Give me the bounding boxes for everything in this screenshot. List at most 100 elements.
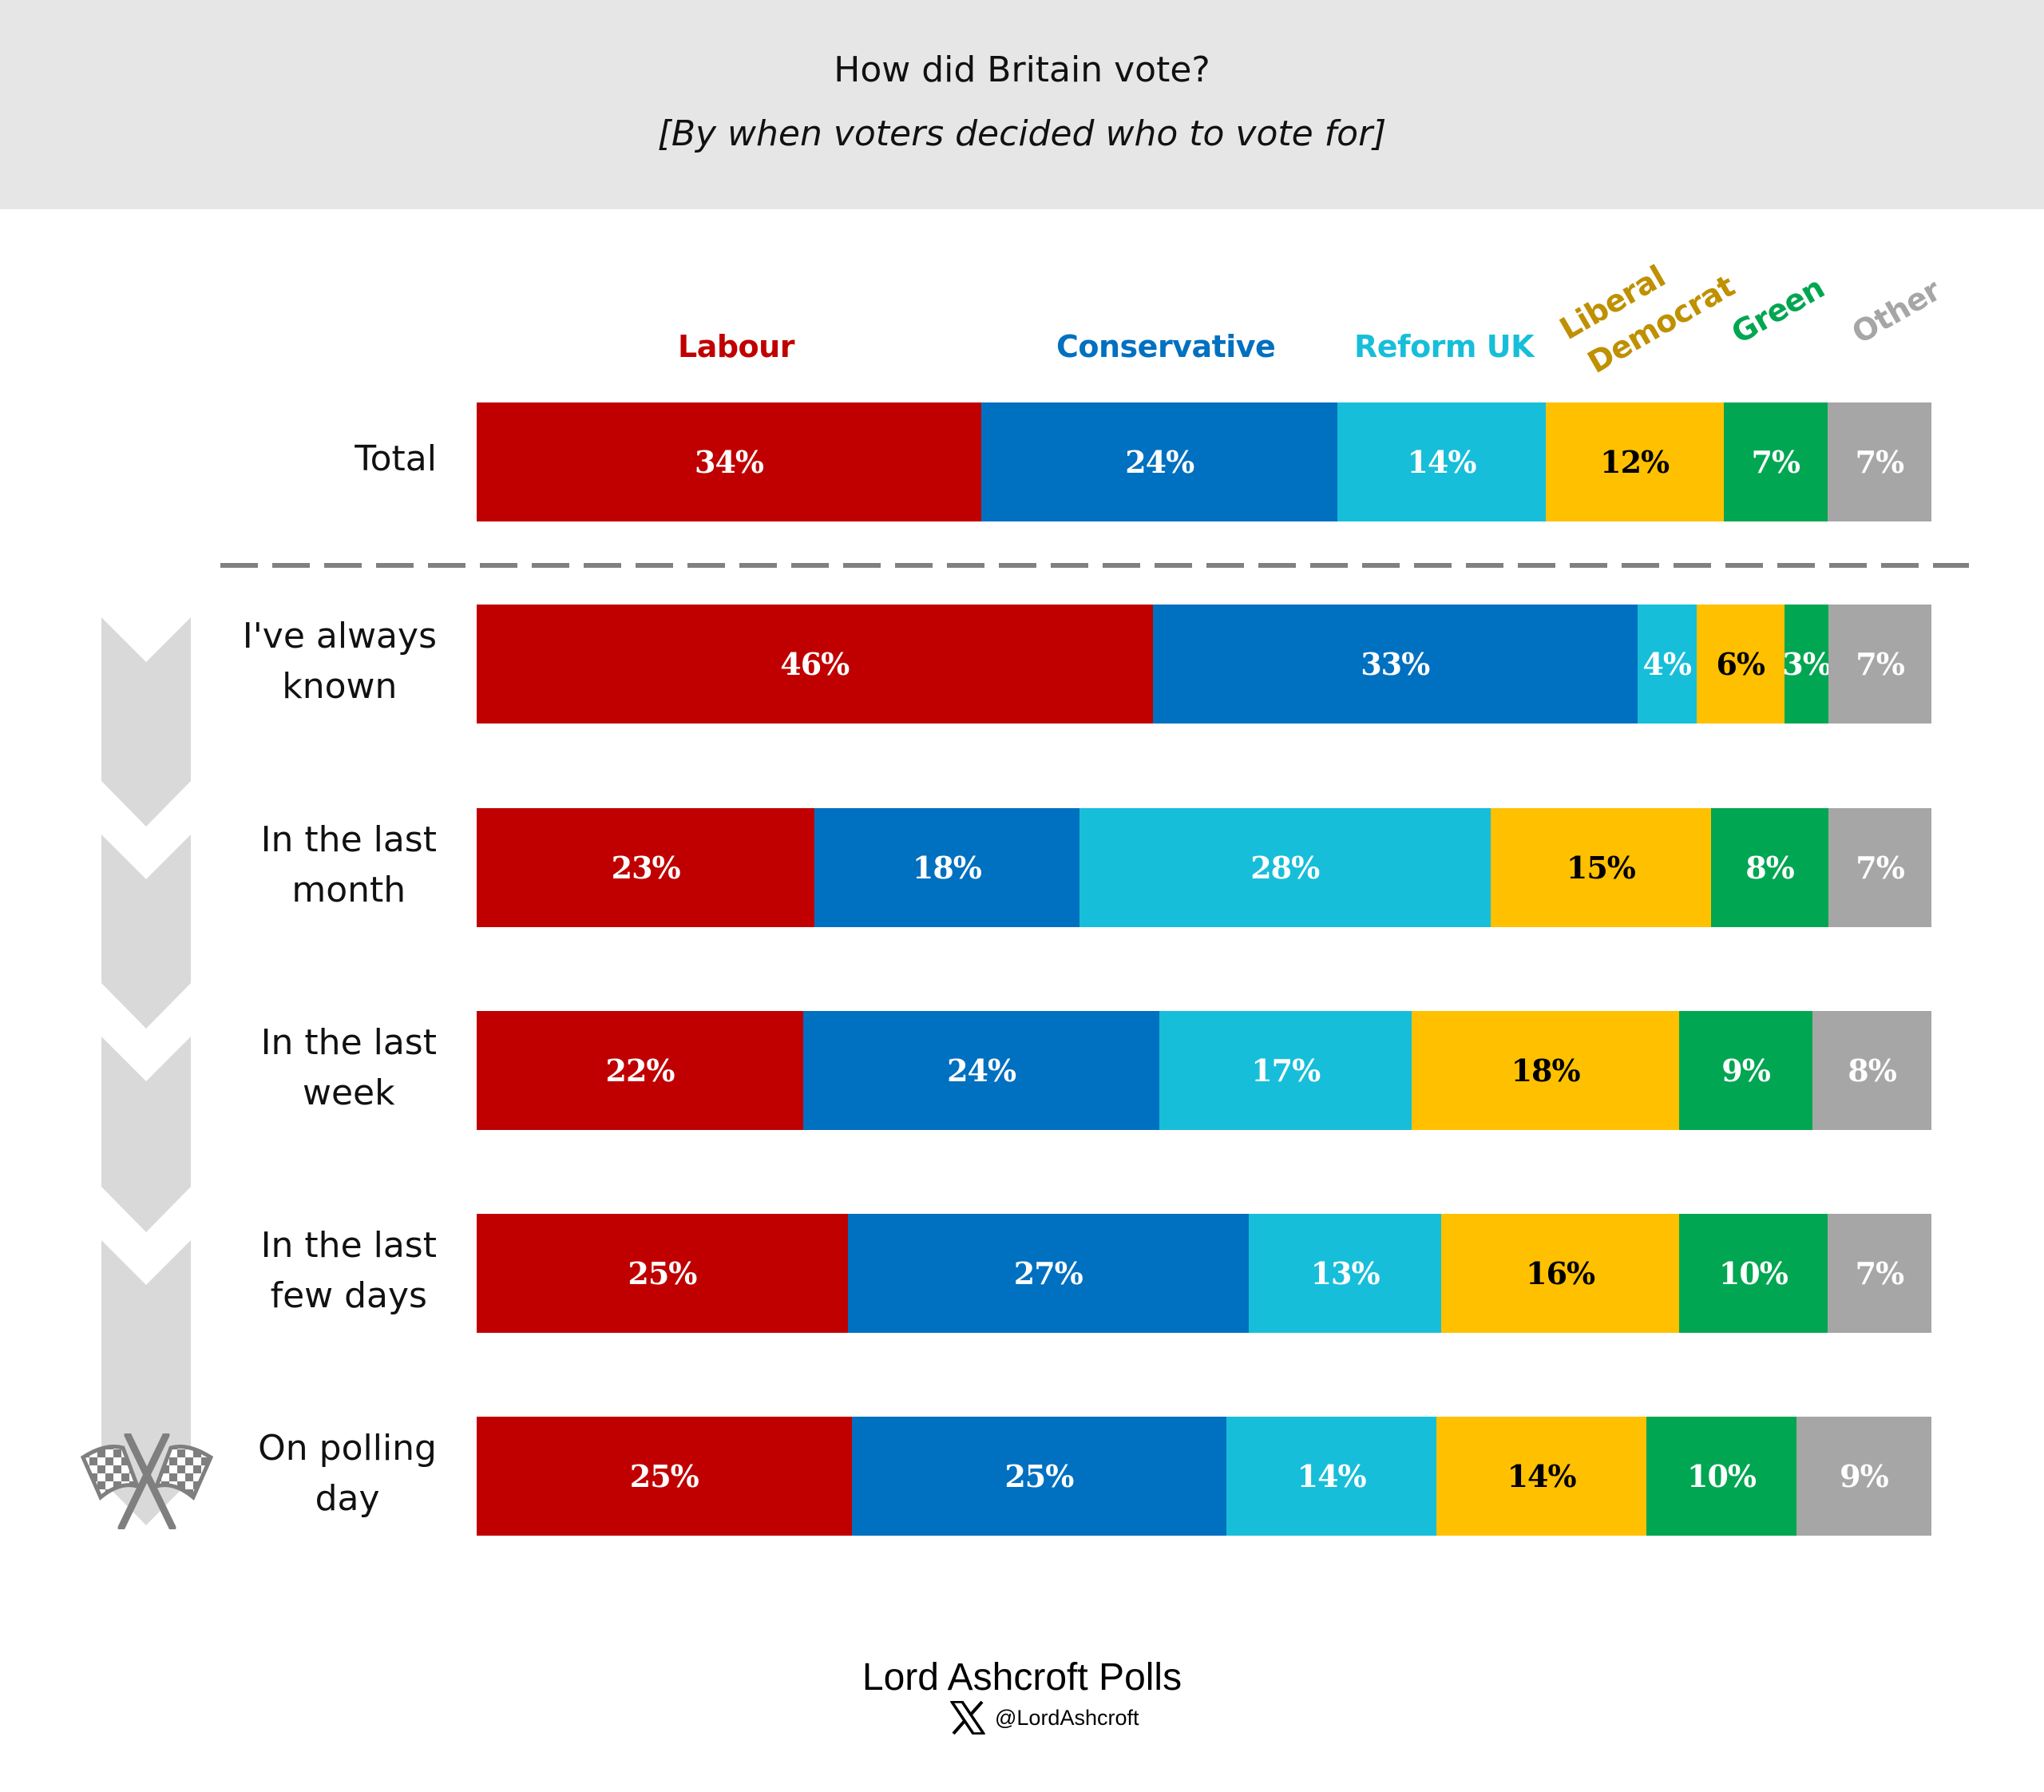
category-label-line: In the last bbox=[260, 1224, 437, 1266]
data-label: 15% bbox=[1566, 850, 1636, 886]
stacked-bar-row: 23% 18% 28% 15% 8% 7% bbox=[477, 808, 1931, 927]
bar-segment-green: 10% bbox=[1646, 1417, 1796, 1536]
category-label-line: In the last bbox=[260, 819, 437, 860]
data-label: 3% bbox=[1782, 646, 1832, 682]
data-label: 7% bbox=[1751, 444, 1800, 480]
bar-segment-liberal-democrat: 16% bbox=[1441, 1214, 1679, 1333]
data-label: 4% bbox=[1642, 646, 1692, 682]
bar-segment-other: 9% bbox=[1796, 1417, 1931, 1536]
social-handle[interactable]: @LordAshcroft bbox=[995, 1705, 1139, 1730]
bar-segment-conservative: 24% bbox=[981, 402, 1338, 521]
bar-segment-reform-uk: 17% bbox=[1159, 1011, 1412, 1130]
data-label: 7% bbox=[1856, 850, 1905, 886]
data-label: 10% bbox=[1718, 1255, 1788, 1291]
category-label: In the last week bbox=[261, 1017, 437, 1118]
legend-label-green: Green bbox=[1725, 269, 1831, 351]
legend-label-labour: Labour bbox=[678, 329, 794, 364]
data-label: 18% bbox=[1511, 1053, 1581, 1088]
data-label: 12% bbox=[1600, 444, 1670, 480]
category-label: On polling day bbox=[258, 1423, 437, 1524]
data-label: 17% bbox=[1251, 1053, 1321, 1088]
bar-segment-reform-uk: 28% bbox=[1079, 808, 1491, 927]
data-label: 18% bbox=[912, 850, 982, 886]
data-label: 16% bbox=[1526, 1255, 1595, 1291]
category-label: Total bbox=[355, 434, 437, 484]
category-label-line: week bbox=[302, 1072, 395, 1113]
bar-segment-conservative: 24% bbox=[803, 1011, 1160, 1130]
data-label: 7% bbox=[1856, 646, 1905, 682]
bar-segment-conservative: 18% bbox=[814, 808, 1079, 927]
category-label-line: day bbox=[315, 1477, 380, 1519]
bar-segment-liberal-democrat: 6% bbox=[1696, 605, 1785, 724]
bar-segment-labour: 25% bbox=[477, 1417, 852, 1536]
legend-label-conservative: Conservative bbox=[1056, 329, 1276, 364]
data-label: 7% bbox=[1855, 1255, 1905, 1291]
data-label: 25% bbox=[628, 1255, 697, 1291]
chevron-down-icon bbox=[101, 835, 191, 1029]
header-band bbox=[0, 0, 2044, 209]
bar-segment-conservative: 27% bbox=[847, 1214, 1249, 1333]
category-label-line: In the last bbox=[260, 1021, 437, 1063]
chart-title: How did Britain vote? bbox=[834, 50, 1210, 90]
category-label-line: month bbox=[291, 869, 406, 910]
bar-segment-other: 7% bbox=[1828, 605, 1931, 724]
data-label: 8% bbox=[1745, 850, 1795, 886]
bar-segment-liberal-democrat: 12% bbox=[1545, 402, 1724, 521]
category-label: In the last month bbox=[261, 815, 437, 915]
bar-segment-green: 8% bbox=[1710, 808, 1829, 927]
stacked-bar-row: 22% 24% 17% 18% 9% 8% bbox=[477, 1011, 1931, 1130]
bar-segment-labour: 23% bbox=[477, 808, 815, 927]
bar-segment-green: 10% bbox=[1678, 1214, 1828, 1333]
bar-segment-other: 8% bbox=[1812, 1011, 1931, 1130]
data-label: 9% bbox=[1840, 1458, 1889, 1494]
stacked-bar-row: 34% 24% 14% 12% 7% 7% bbox=[477, 402, 1931, 521]
footer-social[interactable]: @LordAshcroft bbox=[950, 1701, 1139, 1735]
bar-segment-reform-uk: 14% bbox=[1337, 402, 1546, 521]
bar-segment-labour: 34% bbox=[477, 402, 982, 521]
bar-segment-liberal-democrat: 14% bbox=[1436, 1417, 1647, 1536]
data-label: 8% bbox=[1848, 1053, 1897, 1088]
bar-segment-green: 3% bbox=[1782, 605, 1832, 724]
data-label: 25% bbox=[629, 1458, 699, 1494]
stacked-bar-row: 46% 33% 4% 6% 3% 7% bbox=[477, 605, 1931, 724]
category-label-line: Total bbox=[355, 438, 437, 479]
data-label: 22% bbox=[605, 1053, 675, 1088]
total-separator-dashed-line bbox=[220, 563, 1969, 568]
data-label: 9% bbox=[1721, 1053, 1771, 1088]
chart-subtitle: [By when voters decided who to vote for] bbox=[657, 113, 1387, 154]
footer-brand: Lord Ashcroft Polls bbox=[862, 1656, 1182, 1699]
bar-segment-conservative: 33% bbox=[1152, 605, 1638, 724]
bar-segment-conservative: 25% bbox=[851, 1417, 1227, 1536]
bar-segment-other: 7% bbox=[1828, 808, 1931, 927]
bar-segment-other: 7% bbox=[1827, 1214, 1931, 1333]
data-label: 13% bbox=[1310, 1255, 1380, 1291]
bar-segment-other: 7% bbox=[1827, 402, 1931, 521]
data-label: 7% bbox=[1855, 444, 1905, 480]
x-logo-icon bbox=[950, 1701, 985, 1735]
data-label: 28% bbox=[1250, 850, 1320, 886]
category-label-line: On polling bbox=[258, 1427, 437, 1469]
data-label: 25% bbox=[1004, 1458, 1074, 1494]
data-label: 14% bbox=[1507, 1458, 1577, 1494]
data-label: 6% bbox=[1716, 646, 1765, 682]
data-label: 46% bbox=[780, 646, 850, 682]
bar-segment-labour: 22% bbox=[477, 1011, 804, 1130]
legend-label-reform-uk: Reform UK bbox=[1354, 329, 1535, 364]
data-label: 33% bbox=[1361, 646, 1430, 682]
data-label: 10% bbox=[1687, 1458, 1757, 1494]
category-label: I've always known bbox=[243, 611, 437, 712]
chevron-down-icon bbox=[101, 1037, 191, 1232]
legend-label-other: Other bbox=[1846, 272, 1947, 351]
bar-segment-liberal-democrat: 15% bbox=[1490, 808, 1711, 927]
checkered-flags-icon bbox=[80, 1433, 214, 1529]
data-label: 24% bbox=[947, 1053, 1016, 1088]
data-label: 23% bbox=[611, 850, 681, 886]
stacked-bar-row: 25% 27% 13% 16% 10% 7% bbox=[477, 1214, 1931, 1333]
bar-segment-reform-uk: 14% bbox=[1226, 1417, 1437, 1536]
bar-segment-labour: 46% bbox=[477, 605, 1153, 724]
category-label-line: known bbox=[282, 665, 398, 707]
category-label: In the last few days bbox=[261, 1220, 437, 1321]
data-label: 24% bbox=[1125, 444, 1194, 480]
stacked-bar-row: 25% 25% 14% 14% 10% 9% bbox=[477, 1417, 1931, 1536]
timeline-chevrons bbox=[101, 617, 191, 1525]
